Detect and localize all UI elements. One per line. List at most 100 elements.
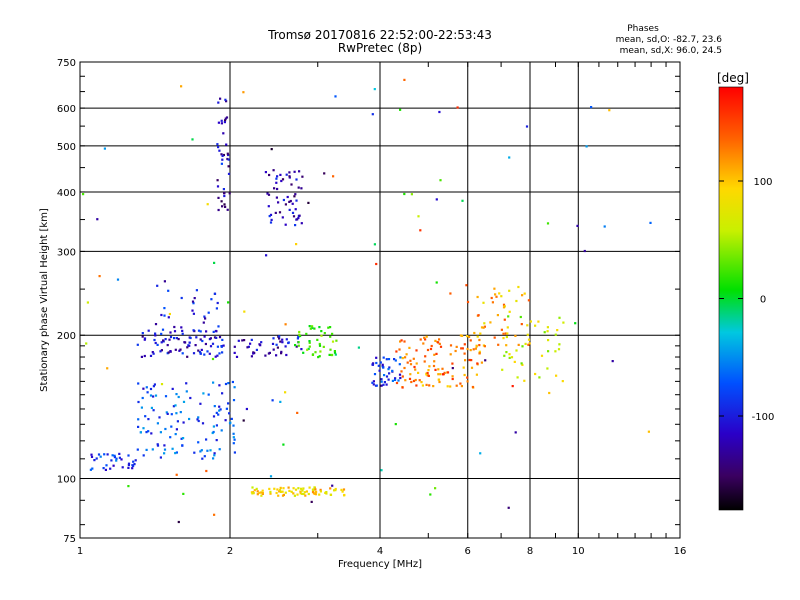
scatter-point: [219, 97, 222, 100]
scatter-point: [175, 337, 178, 340]
scatter-point: [461, 199, 464, 202]
scatter-point: [215, 439, 218, 442]
scatter-point: [474, 347, 477, 350]
scatter-point: [297, 341, 300, 344]
scatter-point: [145, 448, 148, 451]
scatter-point: [418, 379, 421, 382]
scatter-point: [167, 316, 170, 319]
scatter-point: [284, 391, 287, 394]
scatter-point: [491, 301, 494, 304]
scatter-point: [473, 331, 476, 335]
scatter-point: [179, 348, 182, 351]
scatter-point: [574, 322, 577, 325]
scatter-point: [280, 490, 283, 493]
scatter-point: [281, 216, 284, 219]
scatter-point: [197, 329, 201, 332]
scatter-point: [419, 229, 422, 232]
scatter-point: [371, 381, 374, 384]
scatter-point: [320, 330, 323, 333]
scatter-point: [423, 360, 426, 363]
scatter-point: [195, 336, 198, 339]
scatter-point: [251, 492, 254, 495]
scatter-point: [279, 400, 282, 403]
scatter-point: [529, 320, 532, 323]
scatter-point: [387, 368, 390, 371]
scatter-point: [251, 486, 254, 489]
scatter-point: [154, 394, 158, 397]
scatter-point: [327, 326, 330, 329]
scatter-point: [291, 202, 294, 205]
scatter-point: [426, 348, 430, 352]
scatter-point: [434, 368, 437, 371]
scatter-point: [373, 243, 376, 246]
scatter-point: [443, 371, 446, 374]
scatter-point: [106, 453, 109, 456]
scatter-point: [557, 348, 561, 351]
scatter-point: [197, 419, 200, 423]
scatter-point: [215, 330, 218, 333]
scatter-point: [439, 345, 443, 348]
scatter-point: [319, 490, 322, 493]
scatter-point: [303, 491, 306, 494]
y-tick-label: 750: [57, 58, 76, 69]
scatter-point: [397, 379, 400, 382]
scatter-point: [159, 456, 162, 459]
scatter-point: [211, 357, 215, 361]
scatter-point: [438, 110, 441, 114]
scatter-point: [199, 330, 202, 333]
scatter-point: [147, 418, 150, 421]
scatter-point: [483, 322, 486, 325]
scatter-point: [554, 333, 557, 336]
scatter-point: [398, 363, 401, 366]
scatter-point: [546, 326, 549, 329]
scatter-point: [455, 384, 458, 387]
scatter-point: [459, 334, 462, 337]
scatter-point: [420, 381, 423, 384]
scatter-point: [451, 375, 454, 378]
scatter-point: [438, 338, 441, 341]
scatter-point: [180, 326, 183, 329]
scatter-point: [174, 404, 177, 407]
y-tick-label: 500: [57, 142, 76, 153]
scatter-point: [435, 281, 438, 284]
scatter-point: [208, 352, 211, 355]
scatter-point: [160, 383, 164, 386]
scatter-point: [284, 491, 287, 494]
scatter-point: [323, 332, 326, 335]
scatter-point: [432, 385, 435, 388]
scatter-point: [192, 302, 195, 305]
scatter-point: [152, 352, 155, 355]
scatter-point: [288, 171, 291, 174]
scatter-point: [127, 466, 130, 469]
stats-x-line: mean, sd,X: 96.0, 24.5: [620, 46, 722, 56]
scatter-point: [463, 373, 466, 377]
scatter-point: [282, 198, 285, 202]
scatter-point: [308, 340, 311, 343]
scatter-point: [281, 490, 284, 493]
scatter-point: [228, 412, 231, 415]
scatter-point: [425, 335, 428, 338]
scatter-point: [200, 348, 203, 351]
scatter-point: [508, 156, 511, 159]
scatter-point: [215, 307, 218, 310]
scatter-point: [311, 325, 314, 328]
scatter-point: [466, 376, 469, 379]
scatter-point: [472, 348, 475, 351]
scatter-point: [388, 366, 391, 369]
scatter-point: [319, 350, 322, 353]
scatter-point: [381, 363, 384, 366]
scatter-point: [400, 370, 403, 373]
scatter-point: [323, 172, 326, 175]
scatter-point: [300, 222, 303, 225]
scatter-point: [433, 353, 436, 356]
scatter-point: [194, 344, 197, 347]
scatter-point: [276, 175, 279, 178]
scatter-point: [295, 345, 298, 348]
scatter-point: [253, 489, 256, 492]
scatter-point: [218, 149, 221, 152]
scatter-point: [302, 487, 305, 490]
scatter-point: [216, 179, 219, 182]
scatter-point: [393, 378, 397, 381]
scatter-point: [222, 188, 225, 191]
scatter-point: [180, 437, 183, 440]
